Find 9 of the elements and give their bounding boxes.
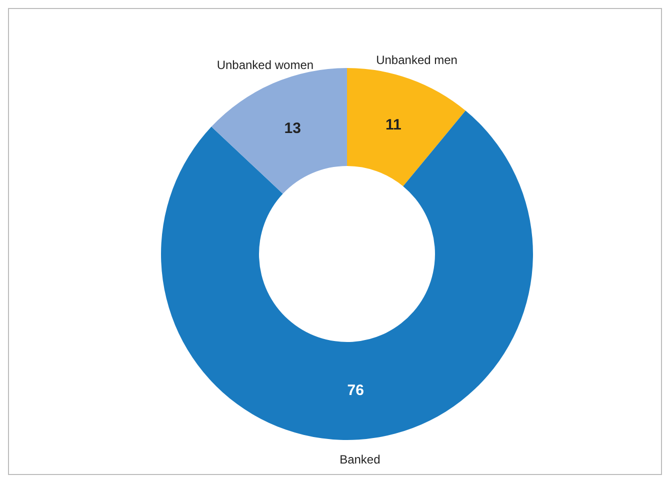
donut-slice	[161, 110, 533, 440]
donut-slice	[211, 68, 347, 194]
data-label: 11	[385, 116, 402, 134]
slice-label: Banked	[340, 452, 380, 467]
data-label: 76	[347, 382, 364, 400]
slice-label: Unbanked men	[376, 53, 458, 68]
donut-slice	[347, 68, 466, 186]
slice-label: Unbanked women	[216, 58, 314, 72]
data-label: 13	[284, 120, 301, 137]
